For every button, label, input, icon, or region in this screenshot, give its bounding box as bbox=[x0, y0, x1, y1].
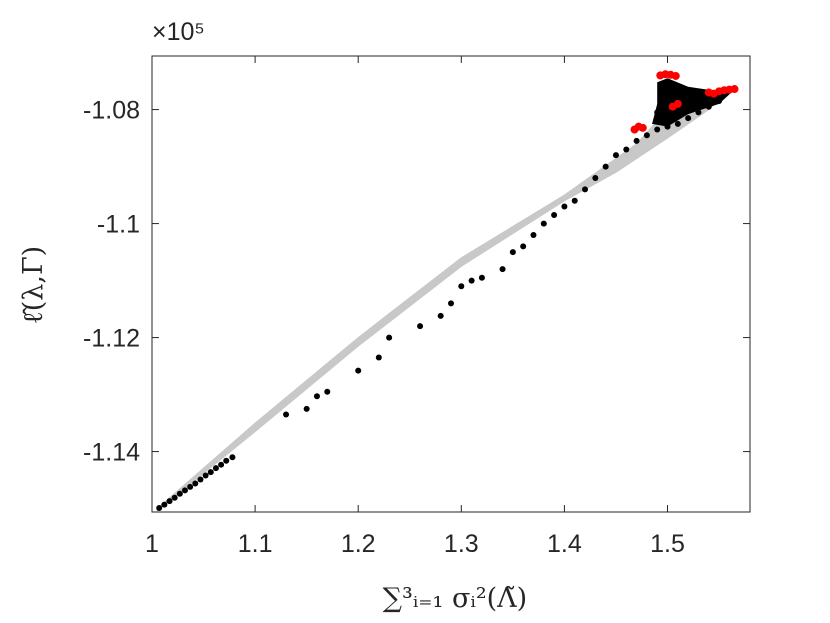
black-point-49 bbox=[716, 98, 723, 105]
black-point-14 bbox=[229, 454, 236, 461]
red-point-14 bbox=[730, 85, 739, 94]
black-point-5 bbox=[181, 487, 188, 494]
black-point-17 bbox=[313, 393, 320, 400]
black-point-26 bbox=[468, 277, 475, 284]
black-point-40 bbox=[623, 146, 630, 153]
black-point-23 bbox=[437, 312, 444, 319]
black-point-10 bbox=[207, 469, 214, 476]
black-point-18 bbox=[324, 388, 331, 395]
black-point-3 bbox=[171, 494, 178, 501]
x-tick-label-2: 1.2 bbox=[341, 530, 376, 558]
black-point-30 bbox=[520, 243, 527, 250]
black-point-13 bbox=[223, 457, 230, 464]
black-point-44 bbox=[664, 123, 671, 130]
black-point-0 bbox=[156, 505, 163, 512]
black-point-58 bbox=[685, 106, 692, 113]
black-point-47 bbox=[695, 109, 702, 116]
black-point-15 bbox=[283, 411, 290, 418]
black-point-51 bbox=[664, 83, 671, 90]
black-point-35 bbox=[571, 197, 578, 204]
black-point-39 bbox=[612, 152, 619, 159]
axes: 1 1.1 1.2 1.3 1.4 1.5 -1.14 -1.12 -1.1 -1.08 bbox=[83, 55, 751, 558]
x-axis-label: ∑³ᵢ₌₁ σᵢ²(Λ̃) bbox=[383, 583, 527, 614]
black-point-46 bbox=[685, 115, 692, 122]
black-point-22 bbox=[417, 323, 424, 330]
black-point-27 bbox=[478, 274, 485, 281]
black-point-41 bbox=[633, 137, 640, 144]
x-tick-label-4: 1.4 bbox=[547, 530, 582, 558]
black-point-6 bbox=[187, 483, 194, 490]
black-point-55 bbox=[654, 109, 661, 116]
black-point-31 bbox=[530, 231, 537, 238]
black-point-29 bbox=[509, 249, 516, 256]
black-point-36 bbox=[582, 186, 589, 193]
black-point-2 bbox=[166, 498, 173, 505]
black-point-50 bbox=[659, 89, 666, 96]
black-point-32 bbox=[540, 220, 547, 227]
black-point-8 bbox=[197, 476, 204, 483]
black-point-11 bbox=[212, 465, 219, 472]
black-point-16 bbox=[303, 405, 310, 412]
envelope-band bbox=[156, 89, 730, 512]
black-point-1 bbox=[161, 501, 168, 508]
black-point-56 bbox=[664, 115, 671, 122]
black-point-12 bbox=[218, 461, 225, 468]
y-tick-label-2: -1.1 bbox=[97, 211, 140, 239]
plot-area bbox=[156, 70, 739, 512]
black-point-53 bbox=[679, 106, 686, 113]
y-tick-label-1: -1.12 bbox=[83, 325, 140, 353]
black-point-59 bbox=[695, 100, 702, 107]
black-point-25 bbox=[458, 283, 465, 290]
black-point-33 bbox=[551, 212, 558, 219]
black-point-19 bbox=[355, 367, 362, 374]
black-point-20 bbox=[375, 354, 382, 361]
y-tick-label-3: -1.08 bbox=[83, 97, 140, 125]
y-axis-label: ℓ̂(λ,Γ) bbox=[18, 246, 49, 324]
red-point-6 bbox=[638, 123, 647, 132]
black-point-37 bbox=[592, 174, 599, 181]
black-point-54 bbox=[690, 100, 697, 107]
black-point-57 bbox=[674, 112, 681, 119]
y-exponent-label: ×10⁵ bbox=[152, 18, 205, 46]
black-point-38 bbox=[602, 163, 609, 170]
black-point-34 bbox=[561, 203, 568, 210]
x-tick-label-3: 1.3 bbox=[444, 530, 479, 558]
black-point-7 bbox=[192, 480, 199, 487]
x-tick-label-5: 1.5 bbox=[650, 530, 685, 558]
red-point-8 bbox=[673, 99, 682, 108]
x-tick-label-0: 1 bbox=[145, 530, 159, 558]
x-tick-label-1: 1.1 bbox=[238, 530, 273, 558]
black-point-28 bbox=[499, 266, 506, 273]
black-point-4 bbox=[176, 490, 183, 497]
black-point-48 bbox=[705, 103, 712, 110]
red-point-3 bbox=[671, 71, 680, 80]
black-point-24 bbox=[448, 300, 454, 307]
black-point-43 bbox=[654, 126, 661, 133]
black-point-42 bbox=[643, 132, 650, 139]
black-point-45 bbox=[674, 120, 681, 127]
black-point-9 bbox=[202, 472, 209, 479]
labels: ×10⁵ ∑³ᵢ₌₁ σᵢ²(Λ̃) ℓ̂(λ,Γ) bbox=[18, 18, 527, 614]
black-point-21 bbox=[386, 334, 393, 341]
axes-box bbox=[151, 55, 751, 513]
y-tick-label-0: -1.14 bbox=[83, 439, 140, 467]
